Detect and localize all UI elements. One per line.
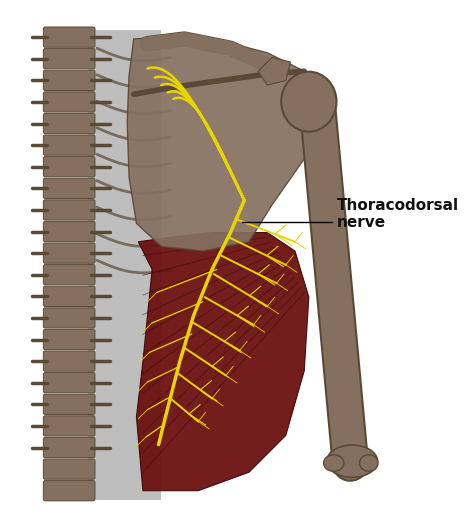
Polygon shape	[258, 57, 291, 85]
Text: Thoracodorsal
nerve: Thoracodorsal nerve	[337, 198, 459, 230]
Polygon shape	[127, 37, 327, 251]
FancyBboxPatch shape	[43, 459, 95, 479]
FancyBboxPatch shape	[43, 243, 95, 264]
Ellipse shape	[324, 455, 344, 471]
Polygon shape	[137, 232, 309, 491]
FancyBboxPatch shape	[43, 394, 95, 414]
FancyBboxPatch shape	[43, 351, 95, 371]
FancyBboxPatch shape	[43, 114, 95, 134]
FancyBboxPatch shape	[43, 157, 95, 177]
FancyBboxPatch shape	[43, 178, 95, 198]
FancyBboxPatch shape	[43, 70, 95, 90]
Ellipse shape	[360, 455, 378, 471]
FancyBboxPatch shape	[43, 308, 95, 328]
FancyBboxPatch shape	[43, 221, 95, 241]
FancyBboxPatch shape	[43, 286, 95, 307]
FancyBboxPatch shape	[43, 481, 95, 501]
FancyBboxPatch shape	[43, 92, 95, 112]
FancyBboxPatch shape	[43, 372, 95, 393]
Polygon shape	[88, 30, 161, 500]
Ellipse shape	[281, 72, 337, 132]
FancyBboxPatch shape	[43, 200, 95, 220]
FancyBboxPatch shape	[43, 27, 95, 47]
FancyBboxPatch shape	[43, 438, 95, 458]
FancyBboxPatch shape	[43, 48, 95, 69]
FancyBboxPatch shape	[43, 329, 95, 350]
Ellipse shape	[327, 445, 377, 478]
FancyBboxPatch shape	[43, 135, 95, 155]
FancyBboxPatch shape	[43, 265, 95, 285]
FancyBboxPatch shape	[43, 416, 95, 436]
